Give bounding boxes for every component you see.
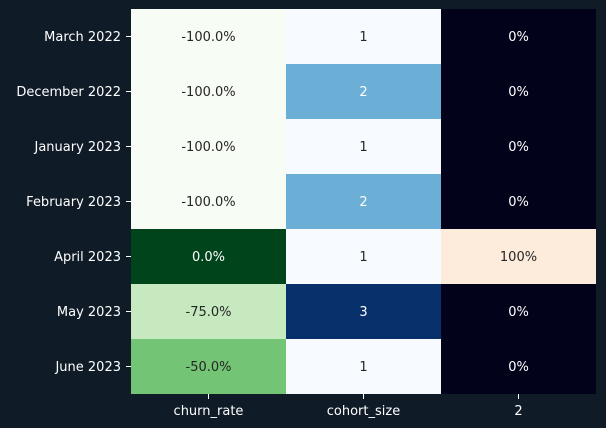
row-label: December 2022 [16,85,121,100]
heatmap-cell [441,174,596,229]
column-label: 2 [514,404,522,419]
cell-value-label: 2 [359,85,367,100]
cell-value-label: 1 [359,250,367,265]
cell-value-label: -100.0% [181,195,235,210]
heatmap-cell [131,339,286,394]
cell-value-label: 100% [500,250,537,265]
heatmap-cell [131,64,286,119]
column-label: churn_rate [174,404,244,419]
row-label: April 2023 [54,250,121,265]
heatmap-cell [131,284,286,339]
column-label: cohort_size [327,404,400,419]
heatmap-cell [131,9,286,64]
cell-value-label: 0% [508,140,529,155]
cell-value-label: -100.0% [181,85,235,100]
cell-value-label: 1 [359,140,367,155]
cell-value-label: -100.0% [181,140,235,155]
cell-value-label: 3 [359,305,367,320]
row-label: May 2023 [57,305,121,320]
cell-value-label: 0% [508,305,529,320]
heatmap-cell [441,229,596,284]
row-label: January 2023 [34,140,122,155]
cell-value-label: 1 [359,360,367,375]
row-label: February 2023 [26,195,121,210]
cell-value-label: 2 [359,195,367,210]
heatmap-cell [441,9,596,64]
cell-value-label: -100.0% [181,30,235,45]
heatmap-cell [286,9,441,64]
cell-value-label: 0% [508,85,529,100]
cell-value-label: 0.0% [192,250,225,265]
heatmap-cell [441,64,596,119]
heatmap-cell [131,229,286,284]
cell-value-label: 0% [508,30,529,45]
cell-value-label: 1 [359,30,367,45]
heatmap-cell [286,339,441,394]
cell-value-label: 0% [508,195,529,210]
heatmap-cell [286,284,441,339]
heatmap-cell [441,119,596,174]
heatmap-cell [441,339,596,394]
heatmap-cell [286,229,441,284]
cell-value-label: 0% [508,360,529,375]
row-label: June 2023 [54,360,121,375]
heatmap-cell [441,284,596,339]
heatmap-cell [286,174,441,229]
cell-value-label: -75.0% [186,305,232,320]
heatmap-cell [286,119,441,174]
cell-value-label: -50.0% [186,360,232,375]
heatmap-cell [131,119,286,174]
heatmap-cell [286,64,441,119]
heatmap-cell [131,174,286,229]
row-label: March 2022 [44,30,121,45]
